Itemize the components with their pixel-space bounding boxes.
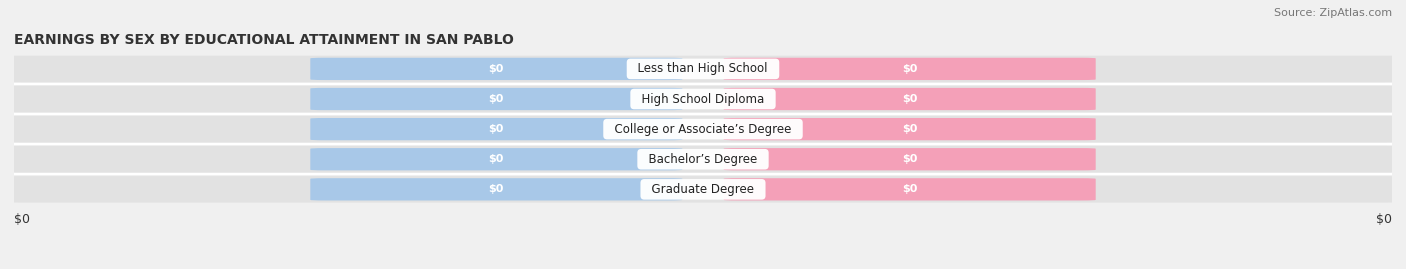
Text: $0: $0: [903, 184, 917, 194]
FancyBboxPatch shape: [311, 178, 682, 200]
Text: $0: $0: [489, 124, 503, 134]
Text: Bachelor’s Degree: Bachelor’s Degree: [641, 153, 765, 166]
FancyBboxPatch shape: [311, 88, 682, 110]
Text: $0: $0: [489, 94, 503, 104]
FancyBboxPatch shape: [311, 58, 682, 80]
FancyBboxPatch shape: [7, 176, 1399, 203]
Text: $0: $0: [903, 154, 917, 164]
Text: $0: $0: [903, 124, 917, 134]
Text: $0: $0: [1376, 213, 1392, 226]
Text: EARNINGS BY SEX BY EDUCATIONAL ATTAINMENT IN SAN PABLO: EARNINGS BY SEX BY EDUCATIONAL ATTAINMEN…: [14, 33, 515, 47]
FancyBboxPatch shape: [7, 116, 1399, 142]
Text: $0: $0: [489, 154, 503, 164]
FancyBboxPatch shape: [724, 58, 1095, 80]
Text: College or Associate’s Degree: College or Associate’s Degree: [607, 123, 799, 136]
FancyBboxPatch shape: [311, 148, 682, 170]
FancyBboxPatch shape: [724, 178, 1095, 200]
Text: Less than High School: Less than High School: [630, 62, 776, 75]
Text: $0: $0: [489, 184, 503, 194]
FancyBboxPatch shape: [724, 148, 1095, 170]
FancyBboxPatch shape: [724, 118, 1095, 140]
Text: $0: $0: [489, 64, 503, 74]
FancyBboxPatch shape: [724, 88, 1095, 110]
Text: $0: $0: [903, 94, 917, 104]
FancyBboxPatch shape: [7, 56, 1399, 82]
Text: Source: ZipAtlas.com: Source: ZipAtlas.com: [1274, 8, 1392, 18]
Text: Graduate Degree: Graduate Degree: [644, 183, 762, 196]
Text: $0: $0: [14, 213, 30, 226]
Text: High School Diploma: High School Diploma: [634, 93, 772, 105]
FancyBboxPatch shape: [311, 118, 682, 140]
FancyBboxPatch shape: [7, 146, 1399, 172]
Text: $0: $0: [903, 64, 917, 74]
FancyBboxPatch shape: [7, 86, 1399, 112]
